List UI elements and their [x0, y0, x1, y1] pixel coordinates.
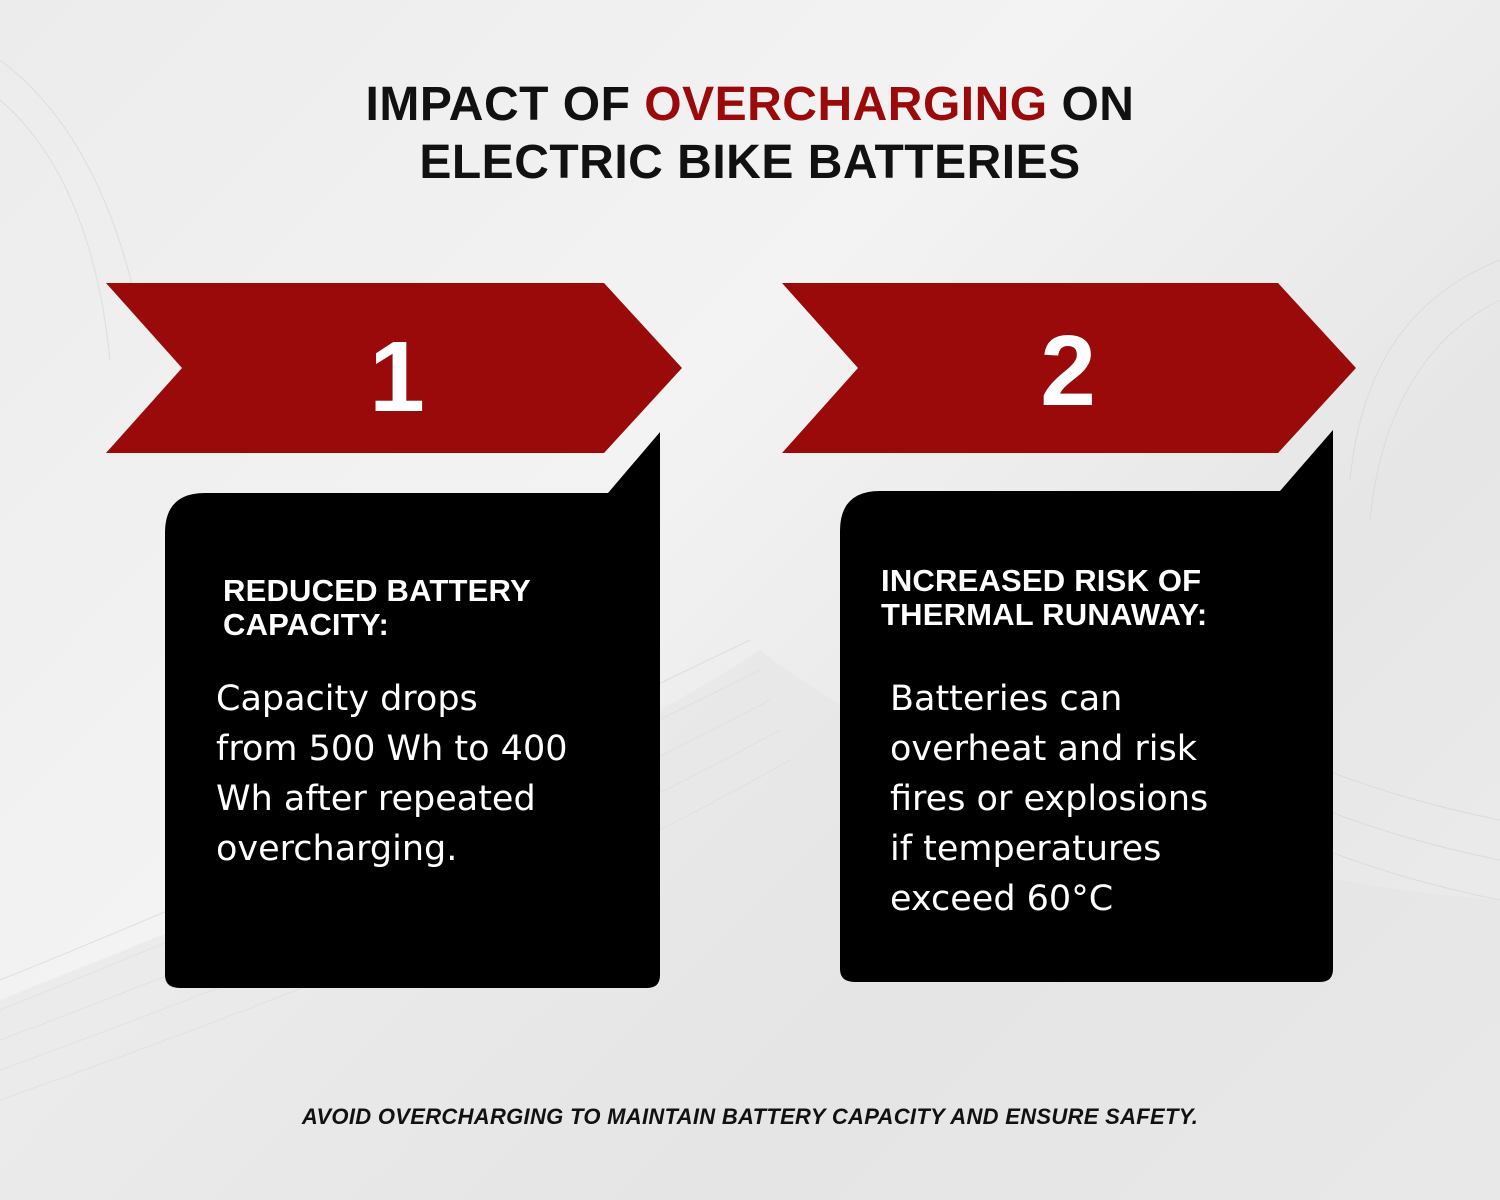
- step-2-description: Batteries can overheat and risk fires or…: [890, 679, 1209, 919]
- step-1-chevron: [106, 283, 682, 453]
- title-accent-word: OVERCHARGING: [644, 78, 1048, 131]
- page-title: IMPACT OF OVERCHARGING ON ELECTRIC BIKE …: [0, 76, 1500, 192]
- step-1-heading: REDUCED BATTERY CAPACITY:: [223, 573, 531, 642]
- step-2-number: 2: [1040, 315, 1096, 427]
- step-2-card: [840, 430, 1333, 982]
- step-1-number: 1: [369, 321, 425, 433]
- title-line-2: ELECTRIC BIKE BATTERIES: [419, 136, 1081, 189]
- title-line-1: IMPACT OF OVERCHARGING ON: [365, 78, 1135, 131]
- step-1-description: Capacity drops from 500 Wh to 400 Wh aft…: [216, 679, 568, 869]
- footer-note: AVOID OVERCHARGING TO MAINTAIN BATTERY C…: [301, 1104, 1199, 1129]
- step-2-chevron: [782, 283, 1356, 453]
- step-1-card: [165, 432, 660, 988]
- step-2-heading: INCREASED RISK OF THERMAL RUNAWAY:: [881, 563, 1208, 632]
